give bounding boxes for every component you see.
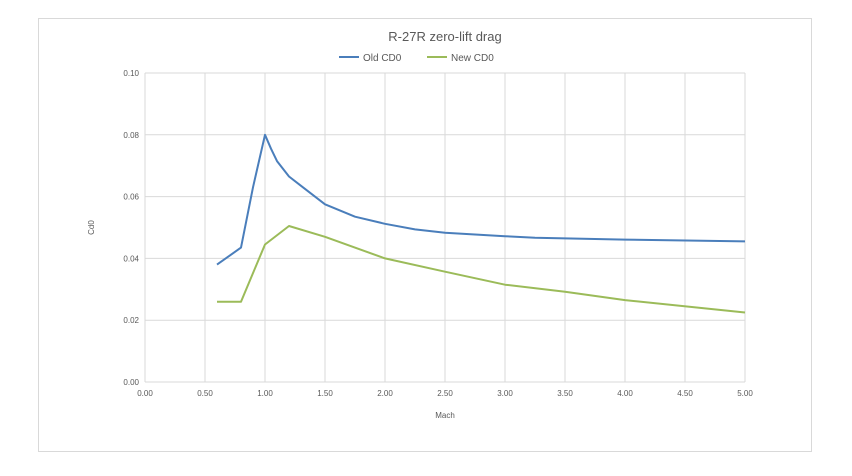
y-tick-label: 0.08 — [123, 131, 139, 140]
series-line — [216, 133, 746, 266]
y-tick-label: 0.04 — [123, 254, 139, 263]
y-tick-label: 0.02 — [123, 316, 139, 325]
line-chart: 0.00 0.02 0.04 0.06 0.08 0.10 0.00 0.50 1.00 1.50… — [87, 29, 753, 420]
series-lines — [216, 133, 746, 314]
x-tick-label: 3.00 — [497, 389, 513, 398]
x-tick-label: 1.00 — [257, 389, 273, 398]
y-tick-label: 0.00 — [123, 378, 139, 387]
legend-label: New CD0 — [451, 53, 494, 64]
chart-title: R-27R zero-lift drag — [388, 29, 501, 44]
x-tick-label: 1.50 — [317, 389, 333, 398]
x-tick-label: 4.50 — [677, 389, 693, 398]
y-axis-label: Cd0 — [87, 220, 96, 235]
x-tick-label: 2.50 — [437, 389, 453, 398]
x-tick-label: 2.00 — [377, 389, 393, 398]
x-axis-label: Mach — [435, 411, 455, 420]
chart-area: 0.00 0.02 0.04 0.06 0.08 0.10 0.00 0.50 1.00 1.50… — [38, 18, 812, 452]
y-tick-label: 0.06 — [123, 193, 139, 202]
x-tick-label: 5.00 — [737, 389, 753, 398]
series-line — [217, 225, 746, 314]
legend: Old CD0 New CD0 — [339, 53, 494, 64]
x-tick-label: 0.50 — [197, 389, 213, 398]
y-tick-label: 0.10 — [123, 69, 139, 78]
axes: 0.00 0.02 0.04 0.06 0.08 0.10 0.00 0.50 1.00 1.50… — [123, 69, 753, 398]
x-tick-label: 3.50 — [557, 389, 573, 398]
legend-label: Old CD0 — [363, 53, 402, 64]
x-tick-label: 4.00 — [617, 389, 633, 398]
gridlines — [144, 72, 746, 383]
x-tick-label: 0.00 — [137, 389, 153, 398]
